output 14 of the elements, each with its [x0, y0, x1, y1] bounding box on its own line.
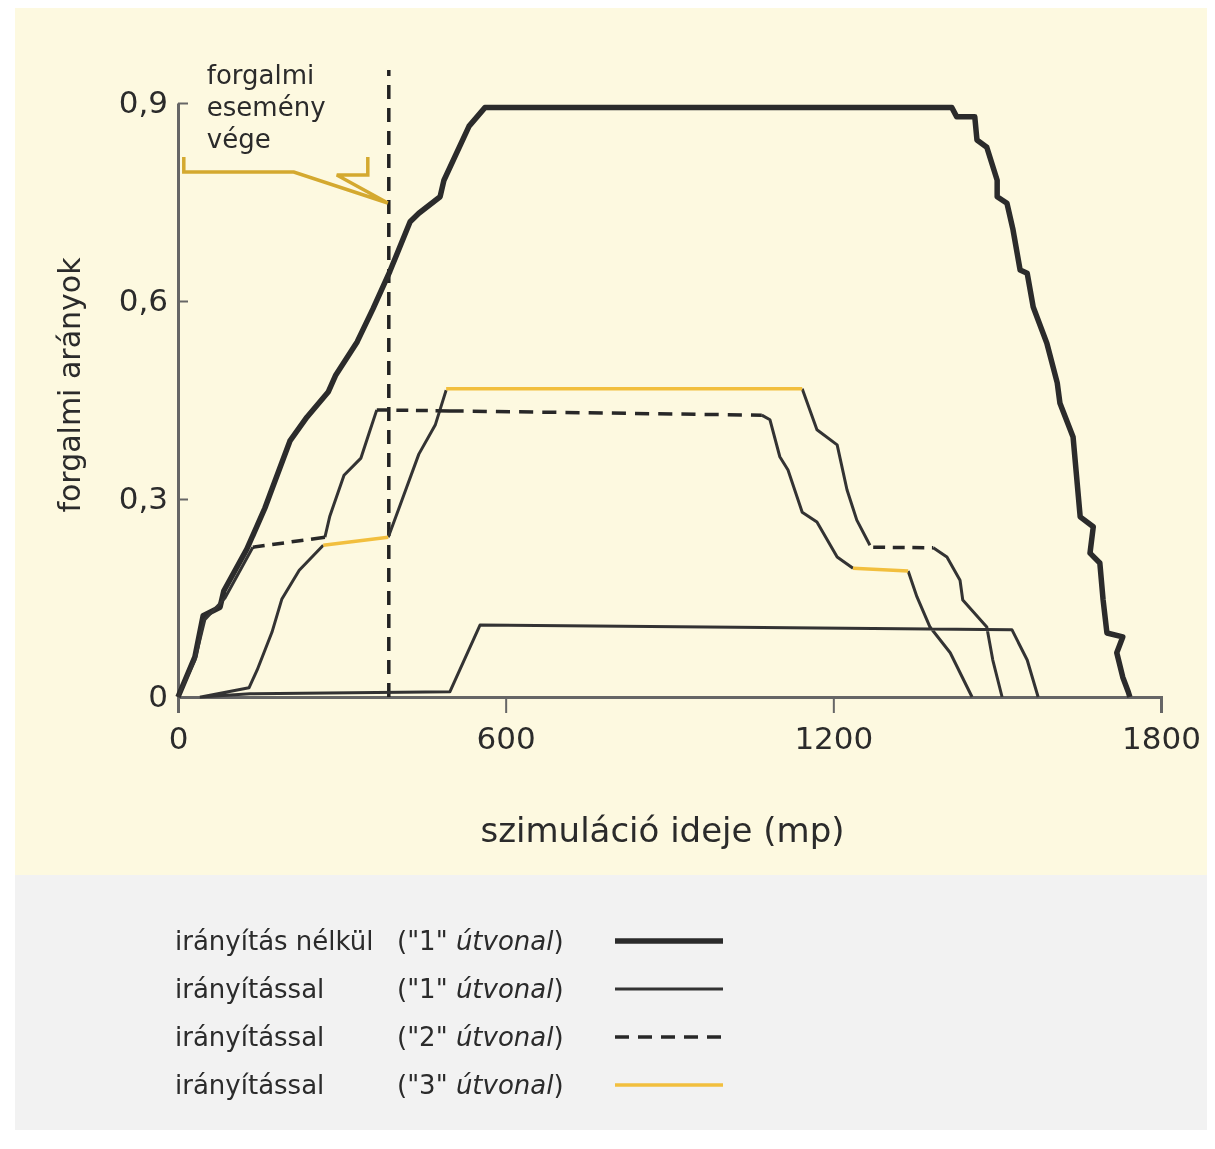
legend-label: irányítás nélkül ("1" útvonal)	[175, 926, 564, 956]
y-axis-title: forgalmi arányok	[52, 256, 87, 513]
y-tick-label: 0,6	[118, 282, 168, 319]
y-tick-label: 0,9	[118, 84, 168, 121]
x-axis-title: szimuláció ideje (mp)	[480, 810, 845, 850]
y-tick-label: 0,3	[118, 480, 168, 517]
x-tick-label: 1200	[794, 720, 874, 757]
text: irányítással ("1" útvonal)	[175, 974, 564, 1004]
text: irányítással ("2" útvonal)	[175, 1022, 564, 1052]
x-tick-label: 1800	[1122, 720, 1201, 757]
y-tick-label: 0	[148, 678, 168, 715]
ref-line-label: forgalmi esemény vége	[206, 60, 326, 154]
text: irányítással ("3" útvonal)	[175, 1070, 564, 1100]
x-tick-label: 600	[476, 720, 536, 757]
